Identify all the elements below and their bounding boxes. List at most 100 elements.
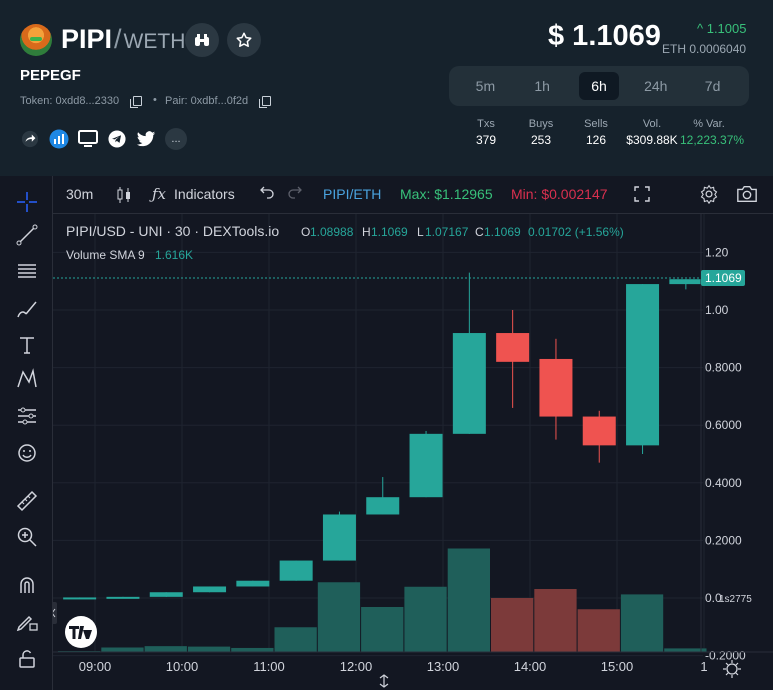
price-change: ^ 1.1005: [697, 21, 747, 36]
interval-button[interactable]: 30m: [66, 186, 94, 202]
volume-bar: [361, 607, 404, 652]
timeframe-5m[interactable]: 5m: [475, 78, 496, 94]
volume-sma-label: Volume SMA 9: [66, 248, 145, 262]
zoom-tool[interactable]: [14, 524, 40, 550]
undo-button[interactable]: [259, 184, 275, 203]
undo-icon: [260, 186, 274, 199]
candle-body: [626, 284, 660, 446]
pattern-tool[interactable]: [14, 366, 40, 392]
y-small-price-label: 1s2775: [719, 594, 752, 605]
stat-label: Buys: [528, 118, 554, 130]
brush-icon: [17, 301, 37, 318]
legend-open: 1.08988: [310, 225, 354, 239]
volume-bar: [534, 589, 577, 652]
prediction-tool[interactable]: [14, 403, 40, 429]
share-link[interactable]: [20, 129, 40, 149]
lock-tool[interactable]: [14, 646, 40, 672]
telegram-link[interactable]: [107, 129, 127, 149]
brush-tool[interactable]: [14, 296, 40, 322]
stat-label: Vol.: [642, 118, 662, 130]
x-tick-label: 09:00: [79, 659, 112, 674]
indicators-label: Indicators: [174, 186, 235, 202]
volume-bar: [447, 548, 490, 652]
pair-slash: /: [114, 24, 122, 54]
chart-panel: 30m ƒx Indicators PIPI/ETH Max: $1.12965 …: [0, 176, 773, 690]
volume-bar: [491, 598, 534, 652]
chart-logo-icon: [49, 129, 69, 149]
favorite-button[interactable]: [227, 23, 261, 57]
x-tick-label: 11:00: [253, 659, 285, 674]
legend-l-label: L: [417, 225, 424, 239]
star-icon: [236, 32, 252, 47]
candle-body: [452, 333, 486, 434]
fullscreen-icon: [634, 186, 650, 202]
binoculars-button[interactable]: [185, 23, 219, 57]
chevron-left-icon: [53, 608, 56, 618]
stat-vol: Vol. $309.88K: [624, 118, 680, 147]
chart-toolbar: 30m ƒx Indicators PIPI/ETH Max: $1.12965 …: [53, 176, 773, 214]
candle-body: [149, 592, 183, 597]
copy-icon[interactable]: [130, 96, 143, 108]
candle-body: [322, 514, 356, 561]
settings-button[interactable]: [699, 184, 719, 207]
sun-gear-icon: [726, 663, 738, 675]
timeframe-6h[interactable]: 6h: [578, 72, 619, 100]
candle-body: [669, 279, 703, 285]
magnet-tool[interactable]: [14, 572, 40, 598]
stat-value: 12,223.37%: [680, 133, 745, 147]
lock-drawings-tool[interactable]: [14, 608, 40, 634]
legend-change: 0.01702 (+1.56%): [528, 225, 624, 239]
axis-settings-button[interactable]: [723, 660, 741, 678]
candle-body: [193, 586, 227, 593]
timeframe-1h[interactable]: 1h: [534, 78, 550, 94]
more-links-button[interactable]: ...: [165, 128, 187, 150]
min-price: Min: $0.002147: [511, 186, 608, 202]
social-links: ...: [20, 128, 187, 150]
crosshair-tool[interactable]: [14, 189, 40, 215]
drawing-toolbar: [0, 176, 53, 690]
legend-high: 1.1069: [371, 225, 408, 239]
x-tick-label: 14:00: [514, 659, 547, 674]
website-link[interactable]: [78, 129, 98, 149]
copy-icon[interactable]: [259, 96, 272, 108]
stat-var: % Var. 12,223.37%: [680, 118, 745, 147]
magnet-icon: [20, 577, 34, 593]
redo-button[interactable]: [287, 184, 303, 203]
candles-icon: [117, 187, 130, 203]
tradingview-logo[interactable]: [65, 616, 97, 648]
chart-type-button[interactable]: [115, 185, 133, 208]
trend-line-tool[interactable]: [14, 222, 40, 248]
resize-handle[interactable]: [377, 674, 391, 688]
collapse-volume-button[interactable]: [53, 602, 57, 624]
indicators-button[interactable]: ƒx Indicators: [152, 185, 235, 203]
y-tick-label: 1.20: [705, 245, 729, 259]
pair-address: Pair: 0xdbf...0f2d: [165, 95, 272, 108]
measure-tool[interactable]: [14, 488, 40, 514]
token-avatar: [20, 24, 52, 56]
address-separator: •: [153, 94, 157, 106]
trend-line-icon: [16, 224, 38, 246]
fullscreen-button[interactable]: [633, 185, 651, 206]
emoji-tool[interactable]: [14, 440, 40, 466]
ruler-icon: [16, 490, 38, 512]
twitter-link[interactable]: [136, 129, 156, 149]
stat-value: 126: [585, 133, 607, 147]
stat-label: % Var.: [693, 118, 725, 130]
candle-body: [63, 597, 97, 600]
redo-icon: [288, 186, 302, 199]
screenshot-button[interactable]: [736, 184, 758, 207]
pair-address-text: Pair: 0xdbf...0f2d: [165, 95, 249, 107]
price-chart[interactable]: 1.20 1.00 0.8000 0.6000 0.4000 0.2000 0.0 -0.20…: [53, 214, 773, 690]
volume-bar: [620, 594, 664, 652]
unlock-icon: [19, 650, 35, 668]
fib-tool[interactable]: [14, 258, 40, 284]
text-tool[interactable]: [14, 332, 40, 358]
candle-body: [366, 497, 400, 515]
quote-symbol: WETH: [123, 30, 186, 53]
candle-body: [236, 580, 270, 587]
timeframe-24h[interactable]: 24h: [644, 78, 668, 94]
volume-bar: [187, 646, 231, 652]
timeframe-7d[interactable]: 7d: [704, 78, 721, 94]
dextools-link[interactable]: [49, 129, 69, 149]
volume-bar: [231, 647, 274, 652]
